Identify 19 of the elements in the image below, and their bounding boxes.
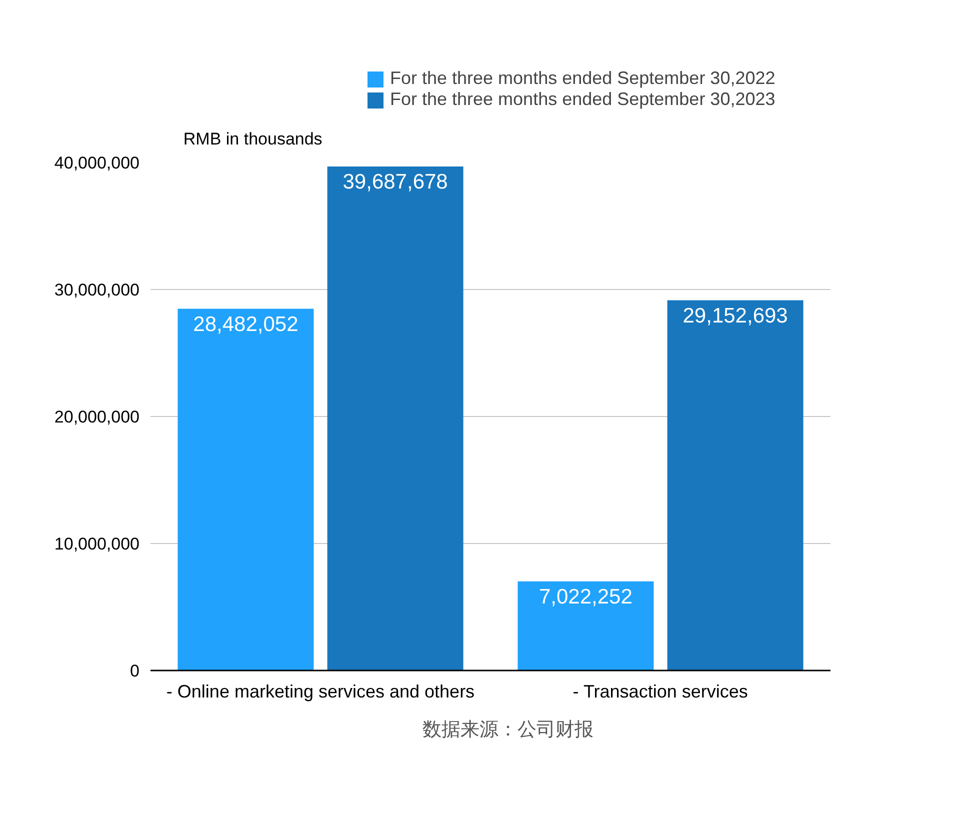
legend-label: For the three months ended September 30,2023 (390, 89, 776, 110)
source-note: 数据来源：公司财报 (422, 720, 594, 740)
data-label: 7,022,252 (538, 585, 632, 608)
data-label: 28,482,052 (193, 312, 298, 336)
y-tick-label: 30,000,000 (54, 280, 140, 300)
y-tick-label: 20,000,000 (54, 408, 140, 426)
y-tick-label: 40,000,000 (54, 154, 140, 172)
y-tick-label: 10,000,000 (54, 534, 140, 554)
bar (667, 300, 804, 670)
bar (327, 166, 464, 670)
bar (178, 308, 314, 670)
legend-label: For the three months ended September 30,2022 (390, 68, 776, 89)
x-tick-label: - Transaction services (572, 682, 748, 702)
bar (518, 581, 654, 670)
data-label: 39,687,678 (342, 170, 448, 194)
y-axis-title: RMB in thousands (183, 130, 322, 148)
data-label: 29,152,693 (682, 304, 788, 328)
x-tick-label: - Online marketing services and others (166, 682, 475, 702)
y-tick-label: 0 (130, 662, 140, 680)
